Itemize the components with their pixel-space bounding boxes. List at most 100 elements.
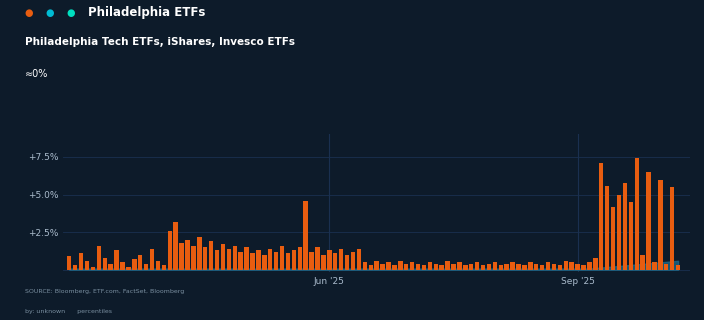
Bar bbox=[611, 207, 615, 270]
Bar bbox=[197, 237, 201, 270]
Bar bbox=[327, 250, 332, 270]
Bar bbox=[670, 187, 674, 270]
Bar bbox=[534, 264, 539, 270]
Text: ●: ● bbox=[25, 8, 33, 18]
Text: ●: ● bbox=[67, 8, 75, 18]
Bar bbox=[622, 182, 627, 270]
Bar bbox=[558, 265, 562, 270]
Bar bbox=[368, 265, 373, 270]
Bar bbox=[605, 186, 610, 270]
Bar bbox=[617, 195, 621, 270]
Bar bbox=[191, 246, 196, 270]
Bar bbox=[173, 222, 178, 270]
Bar bbox=[162, 265, 166, 270]
Bar bbox=[132, 259, 137, 270]
Bar bbox=[582, 265, 586, 270]
Bar bbox=[375, 261, 379, 270]
Bar bbox=[546, 262, 551, 270]
Bar bbox=[516, 264, 521, 270]
Bar bbox=[268, 249, 272, 270]
Bar bbox=[227, 249, 231, 270]
Bar bbox=[552, 264, 556, 270]
Bar bbox=[321, 255, 326, 270]
Bar bbox=[540, 265, 544, 270]
Bar bbox=[339, 249, 344, 270]
Bar bbox=[528, 262, 532, 270]
Bar bbox=[298, 247, 302, 270]
Bar bbox=[392, 265, 396, 270]
Bar bbox=[641, 255, 645, 270]
Bar bbox=[357, 249, 361, 270]
Text: by: unknown      percentiles: by: unknown percentiles bbox=[25, 308, 112, 314]
Bar bbox=[434, 264, 438, 270]
Bar bbox=[180, 243, 184, 270]
Bar bbox=[309, 252, 314, 270]
Bar bbox=[203, 247, 208, 270]
Bar bbox=[345, 255, 349, 270]
Bar bbox=[232, 246, 237, 270]
Text: SOURCE: Bloomberg, ETF.com, FactSet, Bloomberg: SOURCE: Bloomberg, ETF.com, FactSet, Blo… bbox=[25, 289, 184, 294]
Bar bbox=[522, 265, 527, 270]
Bar bbox=[386, 262, 391, 270]
Text: ≈0%: ≈0% bbox=[25, 69, 48, 79]
Text: ●: ● bbox=[46, 8, 54, 18]
Bar bbox=[457, 262, 462, 270]
Bar bbox=[422, 265, 426, 270]
Bar bbox=[239, 252, 243, 270]
Bar bbox=[505, 264, 509, 270]
Bar bbox=[469, 264, 473, 270]
Bar bbox=[380, 264, 385, 270]
Bar bbox=[126, 267, 131, 270]
Text: Philadelphia ETFs: Philadelphia ETFs bbox=[88, 6, 206, 20]
Bar bbox=[664, 264, 669, 270]
Bar bbox=[398, 261, 403, 270]
Bar bbox=[79, 253, 83, 270]
Bar bbox=[446, 261, 450, 270]
Bar bbox=[629, 202, 633, 270]
Bar bbox=[439, 265, 444, 270]
Bar bbox=[333, 253, 337, 270]
Bar bbox=[575, 264, 580, 270]
Bar bbox=[185, 240, 189, 270]
Bar bbox=[291, 250, 296, 270]
Bar bbox=[451, 264, 455, 270]
Bar bbox=[416, 264, 420, 270]
Bar bbox=[646, 172, 650, 270]
Bar bbox=[91, 267, 95, 270]
Bar bbox=[286, 253, 290, 270]
Bar bbox=[351, 252, 356, 270]
Bar bbox=[498, 265, 503, 270]
Bar bbox=[114, 250, 119, 270]
Bar bbox=[410, 262, 415, 270]
Bar bbox=[570, 262, 574, 270]
Bar bbox=[315, 247, 320, 270]
Bar bbox=[244, 247, 249, 270]
Bar bbox=[475, 262, 479, 270]
Bar bbox=[84, 261, 89, 270]
Bar bbox=[303, 201, 308, 270]
Bar bbox=[67, 256, 72, 270]
Bar bbox=[486, 264, 491, 270]
Bar bbox=[144, 264, 149, 270]
Bar bbox=[103, 258, 107, 270]
Bar bbox=[221, 244, 225, 270]
Bar bbox=[96, 246, 101, 270]
Bar bbox=[593, 258, 598, 270]
Bar bbox=[404, 264, 408, 270]
Bar bbox=[510, 262, 515, 270]
Bar bbox=[427, 262, 432, 270]
Bar bbox=[676, 265, 680, 270]
Bar bbox=[274, 252, 278, 270]
Bar bbox=[493, 262, 497, 270]
Bar bbox=[652, 262, 657, 270]
Bar bbox=[120, 262, 125, 270]
Bar bbox=[564, 261, 568, 270]
Bar bbox=[481, 265, 485, 270]
Bar bbox=[209, 241, 213, 270]
Bar bbox=[256, 250, 260, 270]
Bar bbox=[658, 180, 662, 270]
Bar bbox=[587, 262, 591, 270]
Bar bbox=[150, 249, 154, 270]
Bar bbox=[215, 250, 219, 270]
Bar bbox=[168, 231, 172, 270]
